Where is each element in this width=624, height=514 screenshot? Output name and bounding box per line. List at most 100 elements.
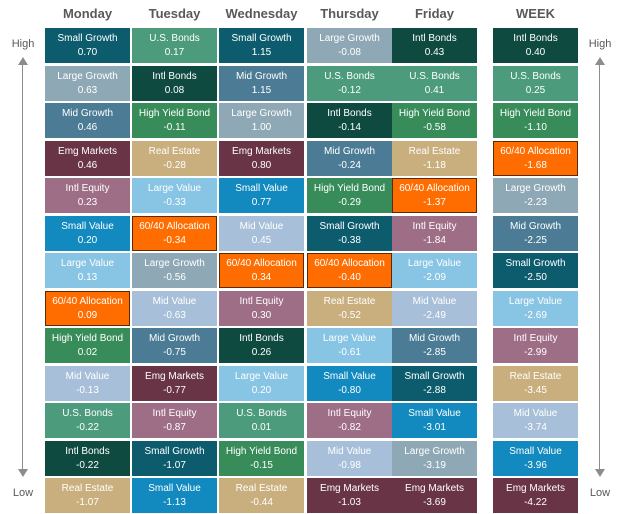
asset-cell: U.S. Bonds 0.41 <box>392 65 477 101</box>
asset-return-value: -0.08 <box>338 47 361 58</box>
asset-cell: Small Value -3.96 <box>493 440 578 476</box>
asset-return-value: 0.09 <box>77 309 98 321</box>
asset-return-value: -3.19 <box>423 459 446 471</box>
asset-name: Emg Markets <box>405 483 464 494</box>
asset-name: Intl Equity <box>152 408 197 419</box>
asset-cell: Intl Bonds -0.22 <box>45 440 130 476</box>
asset-return-value: -0.33 <box>163 197 186 208</box>
asset-cell: Large Value -2.09 <box>392 253 477 288</box>
asset-cell: Small Value -0.80 <box>307 365 392 401</box>
asset-cell: Real Estate -0.28 <box>132 140 217 176</box>
asset-return-value: -3.69 <box>423 497 446 508</box>
asset-cell: 60/40 Allocation -0.34 <box>132 215 217 251</box>
asset-return-value: -1.07 <box>76 497 99 508</box>
asset-name: U.S. Bonds <box>409 70 460 82</box>
asset-return-value: -3.96 <box>524 459 547 471</box>
asset-return-value: -1.03 <box>338 497 361 508</box>
asset-return-value: -0.24 <box>338 159 361 171</box>
asset-return-value: -0.82 <box>338 422 361 433</box>
asset-cell: Emg Markets -1.03 <box>307 478 392 513</box>
asset-name: U.S. Bonds <box>236 408 287 419</box>
asset-return-value: -0.77 <box>163 384 186 396</box>
asset-name: Small Growth <box>57 33 118 44</box>
asset-name: Small Value <box>235 183 288 194</box>
asset-cell: Mid Value -3.74 <box>493 403 578 438</box>
asset-name: Mid Growth <box>408 333 461 344</box>
asset-name: U.S. Bonds <box>324 70 375 82</box>
asset-name: Small Growth <box>319 220 380 232</box>
asset-return-value: 0.25 <box>525 84 546 96</box>
asset-cell: Real Estate -3.45 <box>493 365 578 401</box>
asset-name: High Yield Bond <box>499 108 572 119</box>
asset-cell: High Yield Bond -0.58 <box>392 103 477 138</box>
asset-return-value: -0.98 <box>338 459 361 471</box>
asset-name: Intl Bonds <box>412 33 457 44</box>
asset-name: Mid Value <box>239 220 284 232</box>
asset-return-value: 0.20 <box>251 384 272 396</box>
arrow-down-icon <box>595 469 605 477</box>
asset-name: Intl Bonds <box>239 333 284 344</box>
asset-name: Small Growth <box>505 258 566 269</box>
asset-return-value: 0.20 <box>77 234 98 246</box>
asset-name: Intl Equity <box>327 408 372 419</box>
asset-return-value: 0.01 <box>251 422 272 433</box>
asset-return-value: -0.22 <box>76 422 99 433</box>
asset-name: 60/40 Allocation <box>314 258 385 269</box>
asset-name: U.S. Bonds <box>62 408 113 419</box>
asset-name: High Yield Bond <box>138 108 211 119</box>
asset-cell: High Yield Bond 0.02 <box>45 328 130 363</box>
asset-name: Intl Equity <box>239 295 284 307</box>
asset-return-value: -3.01 <box>423 422 446 433</box>
asset-cell: High Yield Bond -0.29 <box>307 178 392 213</box>
arrow-up-icon <box>595 57 605 65</box>
asset-cell: High Yield Bond -1.10 <box>493 103 578 138</box>
asset-cell: Mid Growth -0.75 <box>132 328 217 363</box>
low-label-right: Low <box>589 487 611 499</box>
asset-return-value: -0.61 <box>338 347 361 358</box>
asset-return-value: -1.84 <box>423 234 446 246</box>
asset-return-value: -0.38 <box>338 234 361 246</box>
asset-return-value: 0.02 <box>77 347 98 358</box>
asset-name: Large Growth <box>505 183 566 194</box>
asset-return-value: 1.00 <box>251 122 272 133</box>
asset-name: 60/40 Allocation <box>52 295 123 307</box>
asset-name: Mid Growth <box>323 145 376 157</box>
asset-name: Intl Equity <box>65 183 110 194</box>
arrow-down-icon <box>18 469 28 477</box>
asset-cell: Real Estate -1.18 <box>392 140 477 176</box>
asset-cell: Mid Value -0.13 <box>45 365 130 401</box>
asset-return-value: -0.22 <box>76 459 99 471</box>
asset-cell: Large Growth -0.08 <box>307 28 392 63</box>
asset-name: Emg Markets <box>232 145 291 157</box>
asset-return-value: -3.45 <box>524 384 547 396</box>
asset-return-value: -0.15 <box>250 459 273 471</box>
asset-return-value: -4.22 <box>524 497 547 508</box>
asset-cell: Mid Value -2.49 <box>392 290 477 326</box>
column-header: WEEK <box>516 6 555 21</box>
asset-name: U.S. Bonds <box>510 70 561 82</box>
column-header: Friday <box>414 6 454 21</box>
asset-cell: 60/40 Allocation -0.40 <box>307 253 392 288</box>
asset-cell: U.S. Bonds 0.17 <box>132 28 217 63</box>
asset-cell: Small Growth -1.07 <box>132 440 217 476</box>
asset-return-value: -0.34 <box>163 234 186 246</box>
asset-return-value: -0.75 <box>163 347 186 358</box>
asset-name: Real Estate <box>148 145 201 157</box>
asset-name: Large Growth <box>319 33 380 44</box>
asset-return-value: 0.34 <box>251 272 272 283</box>
asset-return-value: 0.30 <box>251 309 272 321</box>
asset-name: High Yield Bond <box>313 183 386 194</box>
asset-name: Emg Markets <box>320 483 379 494</box>
asset-return-value: -2.25 <box>524 234 547 246</box>
arrow-shaft <box>599 63 600 471</box>
asset-cell: Large Value 0.20 <box>219 365 304 401</box>
asset-cell: 60/40 Allocation -1.37 <box>392 178 477 213</box>
asset-name: Large Growth <box>144 258 205 269</box>
column-header: Thursday <box>320 6 379 21</box>
asset-return-value: -0.58 <box>423 122 446 133</box>
asset-name: Large Value <box>322 333 377 344</box>
asset-cell: Real Estate -0.44 <box>219 478 304 513</box>
asset-cell: Intl Equity 0.23 <box>45 178 130 213</box>
asset-name: U.S. Bonds <box>149 33 200 44</box>
asset-cell: Small Value 0.77 <box>219 178 304 213</box>
